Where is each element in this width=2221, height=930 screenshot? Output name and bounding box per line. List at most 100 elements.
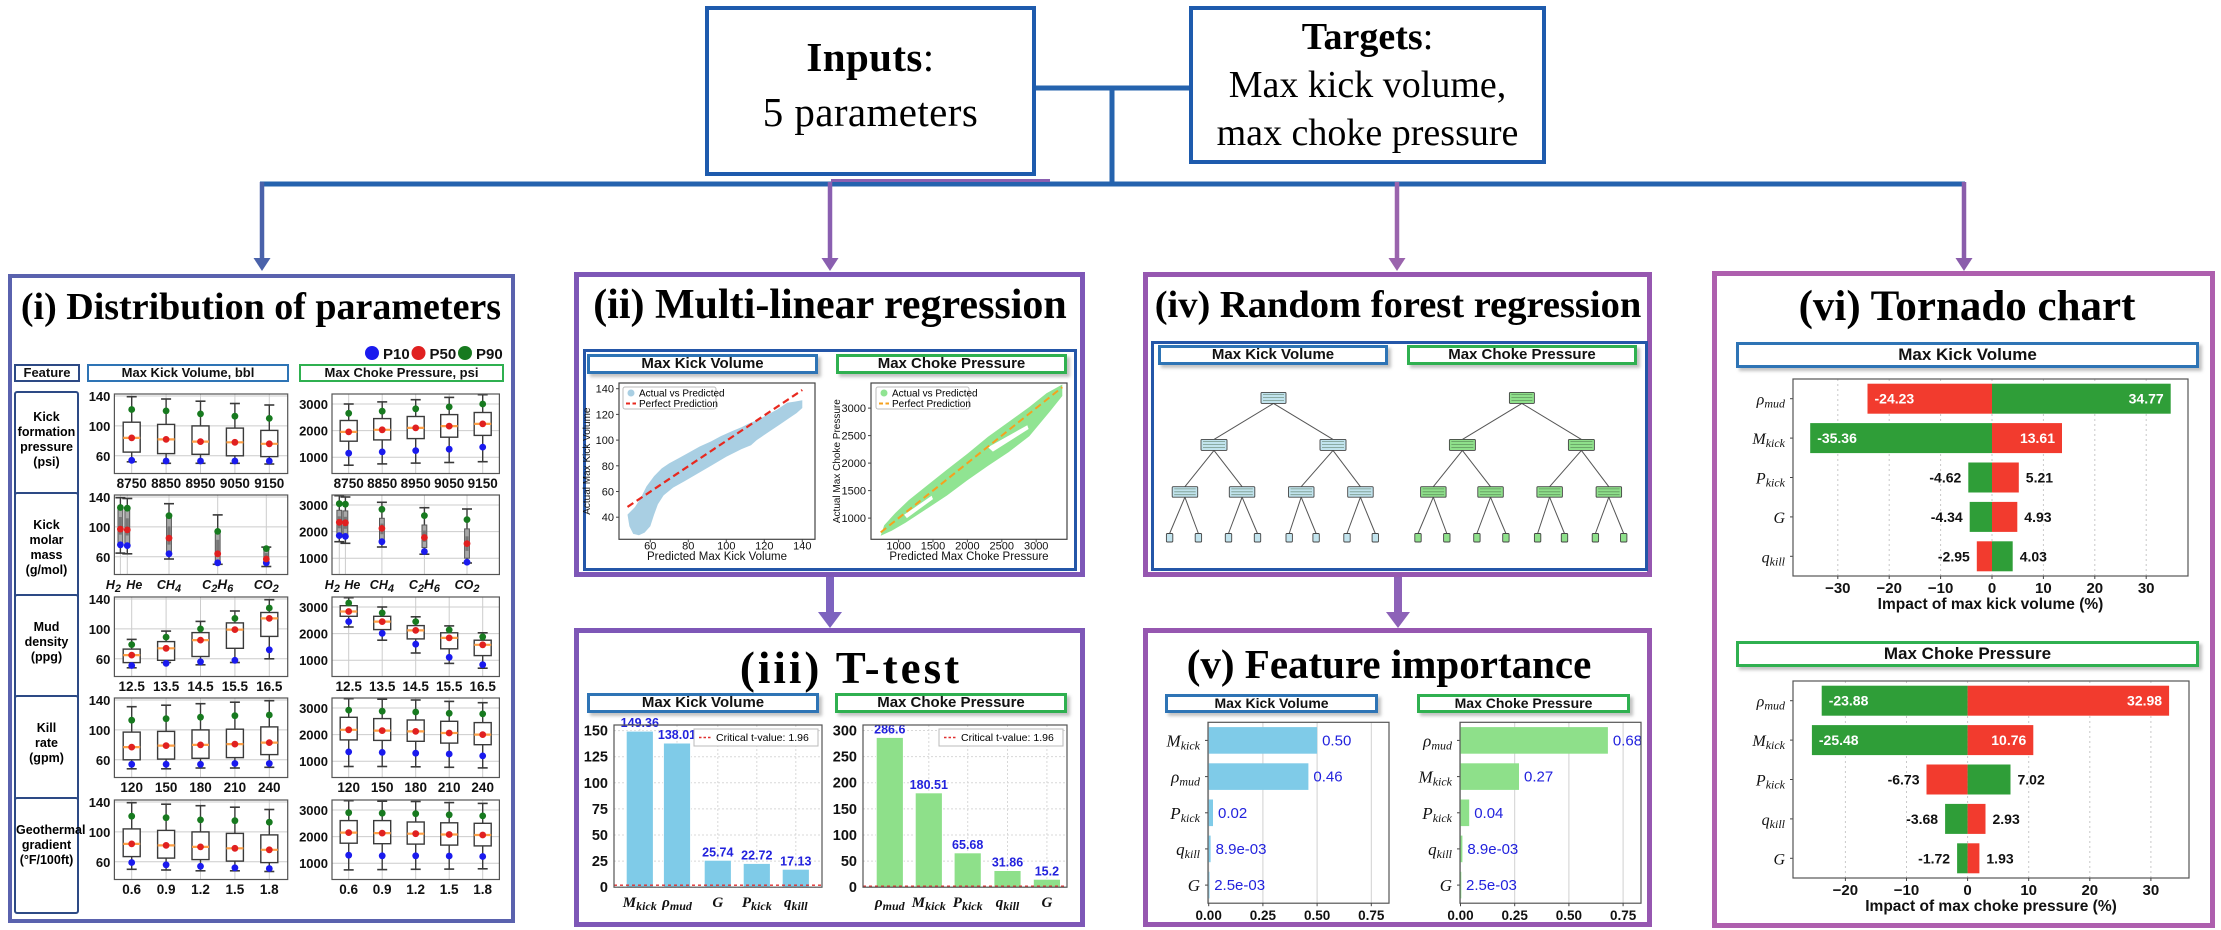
svg-text:CH4: CH4	[370, 578, 394, 595]
svg-text:140: 140	[793, 540, 811, 552]
svg-text:8950: 8950	[401, 476, 431, 491]
svg-text:9050: 9050	[434, 476, 464, 491]
svg-text:9050: 9050	[220, 476, 250, 491]
svg-text:1000: 1000	[886, 540, 910, 552]
svg-text:25: 25	[592, 854, 608, 870]
svg-text:8750: 8750	[117, 476, 147, 491]
svg-text:138.01: 138.01	[658, 728, 696, 742]
svg-text:8.9e-03: 8.9e-03	[1467, 841, 1518, 858]
svg-text:G: G	[1041, 895, 1052, 911]
svg-text:−20: −20	[1876, 580, 1901, 597]
svg-text:125: 125	[584, 750, 608, 766]
svg-text:100: 100	[596, 435, 614, 447]
svg-text:3000: 3000	[299, 600, 328, 615]
svg-text:1.8: 1.8	[260, 882, 279, 897]
svg-text:60: 60	[96, 550, 110, 565]
svg-text:Impact of max kick volume (%): Impact of max kick volume (%)	[1878, 596, 2104, 613]
svg-text:150: 150	[833, 802, 857, 818]
svg-text:Pkick: Pkick	[1755, 773, 1786, 792]
svg-text:0.6: 0.6	[339, 882, 358, 897]
svg-text:2000: 2000	[299, 627, 328, 642]
svg-text:1.8: 1.8	[473, 882, 492, 897]
svg-text:C2H6: C2H6	[409, 577, 441, 595]
svg-text:−20: −20	[1833, 882, 1858, 899]
svg-text:50: 50	[841, 854, 857, 870]
svg-text:-6.73: -6.73	[1888, 772, 1920, 788]
svg-text:100: 100	[89, 520, 111, 535]
svg-text:40: 40	[602, 512, 614, 524]
svg-text:1000: 1000	[842, 513, 866, 525]
svg-text:100: 100	[89, 723, 111, 738]
svg-text:−30: −30	[1825, 580, 1850, 597]
svg-text:ρmud: ρmud	[874, 895, 906, 913]
svg-text:-25.48: -25.48	[1819, 732, 1859, 748]
svg-text:Critical t-value: 1.96: Critical t-value: 1.96	[716, 732, 809, 744]
svg-text:G: G	[1773, 510, 1785, 527]
svg-text:140: 140	[89, 592, 111, 607]
svg-text:16.5: 16.5	[470, 679, 497, 694]
svg-text:10.76: 10.76	[1991, 732, 2026, 748]
svg-text:P50: P50	[430, 346, 457, 363]
svg-text:180.51: 180.51	[910, 778, 948, 792]
svg-text:100: 100	[89, 622, 111, 637]
svg-text:3000: 3000	[842, 403, 866, 415]
svg-text:7.02: 7.02	[2018, 772, 2045, 788]
svg-text:-4.62: -4.62	[1929, 470, 1961, 486]
svg-text:1.93: 1.93	[1986, 850, 2013, 866]
svg-text:25.74: 25.74	[702, 845, 733, 859]
svg-text:−10: −10	[1928, 580, 1953, 597]
svg-text:Mkick: Mkick	[1751, 733, 1785, 752]
svg-text:0.25: 0.25	[1502, 908, 1529, 923]
svg-text:140: 140	[89, 693, 111, 708]
svg-text:Mkick: Mkick	[911, 895, 946, 913]
svg-text:34.77: 34.77	[2129, 391, 2164, 407]
svg-text:80: 80	[682, 540, 694, 552]
svg-text:Pkick: Pkick	[1755, 471, 1786, 490]
svg-text:31.86: 31.86	[992, 856, 1023, 870]
svg-text:180: 180	[189, 780, 212, 795]
svg-text:0.75: 0.75	[1610, 908, 1637, 923]
svg-text:-2.95: -2.95	[1938, 548, 1970, 564]
svg-text:-4.34: -4.34	[1931, 509, 1963, 525]
svg-text:-24.23: -24.23	[1875, 391, 1915, 407]
svg-text:15.5: 15.5	[436, 679, 463, 694]
svg-text:3000: 3000	[1024, 540, 1048, 552]
svg-text:60: 60	[96, 652, 110, 667]
svg-text:100: 100	[89, 419, 111, 434]
svg-text:H2: H2	[106, 578, 121, 595]
svg-text:2000: 2000	[299, 830, 328, 845]
svg-text:5.21: 5.21	[2026, 470, 2053, 486]
svg-text:0.50: 0.50	[1322, 732, 1351, 749]
svg-text:65.68: 65.68	[952, 838, 983, 852]
svg-text:qkill: qkill	[784, 895, 808, 913]
svg-text:2500: 2500	[842, 431, 866, 443]
svg-text:1500: 1500	[842, 486, 866, 498]
svg-text:8850: 8850	[367, 476, 397, 491]
svg-text:G: G	[1773, 851, 1785, 868]
svg-text:0.00: 0.00	[1196, 908, 1222, 923]
svg-text:0.00: 0.00	[1447, 908, 1473, 923]
svg-text:10: 10	[2020, 882, 2037, 899]
svg-text:50: 50	[592, 828, 608, 844]
svg-text:Pkick: Pkick	[742, 895, 772, 913]
svg-text:Actual Max Kick Volume: Actual Max Kick Volume	[582, 407, 593, 515]
svg-text:Mkick: Mkick	[622, 895, 657, 913]
svg-text:3000: 3000	[299, 498, 328, 513]
svg-text:13.5: 13.5	[369, 679, 396, 694]
svg-text:Actual vs Predicted: Actual vs Predicted	[639, 389, 725, 400]
svg-text:210: 210	[438, 780, 461, 795]
svg-text:120: 120	[755, 540, 773, 552]
svg-text:CO2: CO2	[254, 578, 279, 595]
svg-text:100: 100	[584, 776, 608, 792]
svg-text:120: 120	[596, 409, 614, 421]
svg-text:Perfect Prediction: Perfect Prediction	[639, 399, 718, 410]
svg-text:60: 60	[602, 487, 614, 499]
svg-text:80: 80	[602, 461, 614, 473]
svg-text:Perfect Prediction: Perfect Prediction	[892, 399, 971, 410]
svg-text:8850: 8850	[151, 476, 181, 491]
svg-text:240: 240	[258, 780, 281, 795]
svg-text:qkill: qkill	[996, 895, 1020, 913]
svg-text:0.46: 0.46	[1313, 769, 1342, 786]
svg-text:15.2: 15.2	[1035, 864, 1059, 878]
svg-text:8950: 8950	[185, 476, 215, 491]
